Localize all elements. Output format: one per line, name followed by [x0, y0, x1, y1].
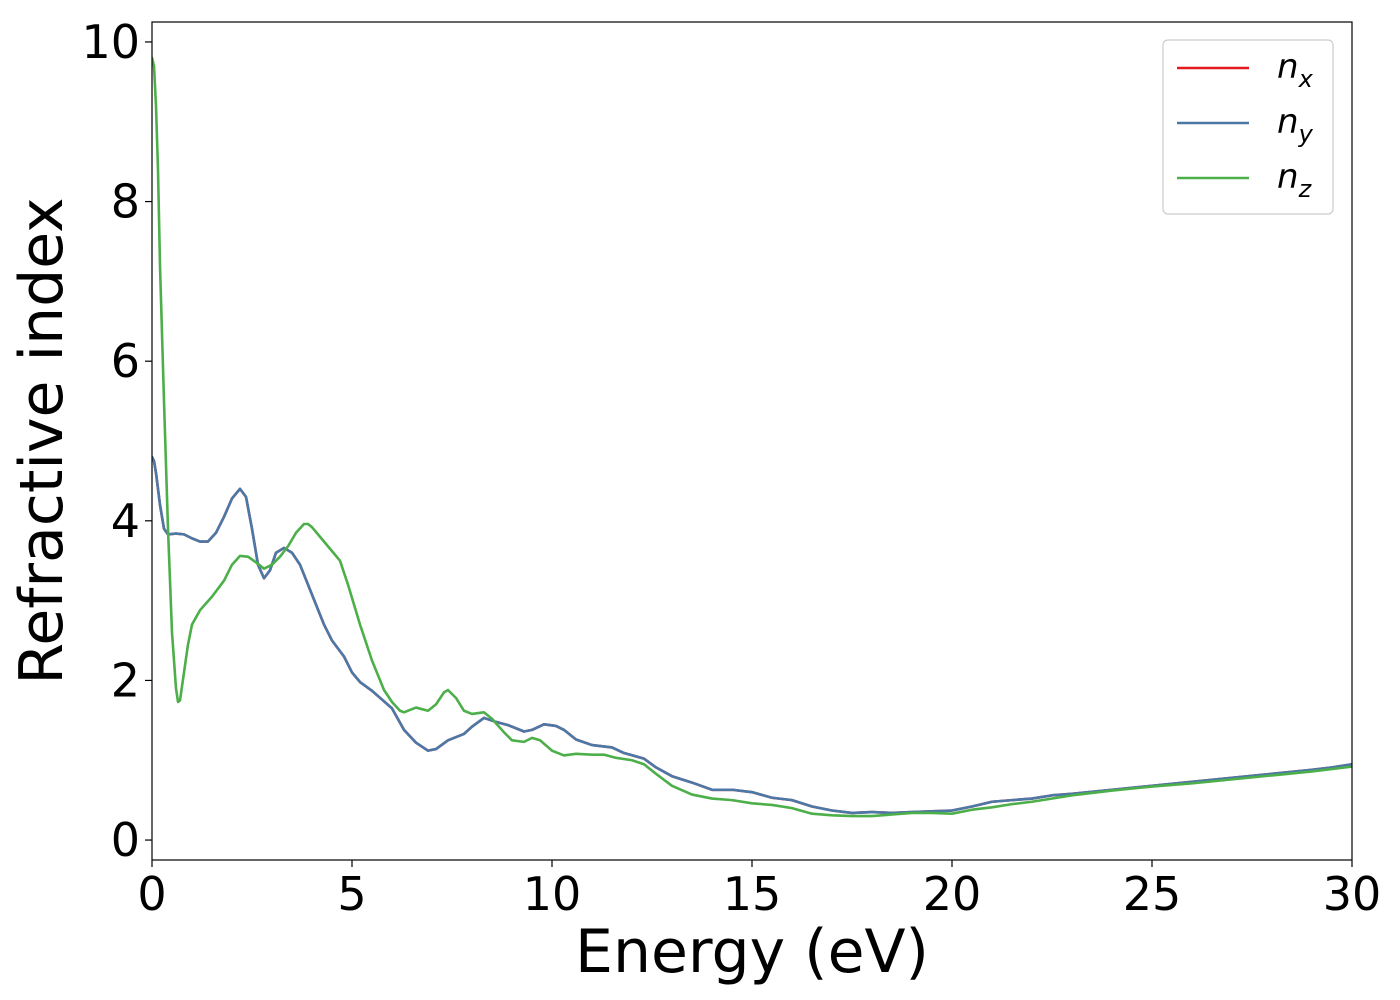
legend-item-n-x: nx: [1177, 47, 1314, 93]
series-layer: [152, 56, 1352, 818]
legend: nx ny nz: [1162, 39, 1334, 215]
x-tick-label: 15: [723, 867, 782, 921]
y-tick-label: 6: [111, 334, 140, 388]
series-line-n-y: [152, 455, 1352, 815]
y-axis-ticks: 0 2 4 6 8 10: [81, 15, 152, 867]
y-tick-label: 10: [81, 15, 140, 69]
y-tick-label: 0: [111, 813, 140, 867]
x-tick-label: 5: [337, 867, 366, 921]
series-line-n-z: [152, 56, 1352, 818]
y-tick-label: 8: [111, 175, 140, 229]
legend-box: [1162, 39, 1334, 215]
x-axis-ticks: 0 5 10 15 20 25 30: [137, 860, 1381, 921]
y-tick-label: 2: [111, 653, 140, 707]
x-tick-label: 0: [137, 867, 166, 921]
y-axis-title: Refractive index: [7, 197, 77, 684]
y-tick-label: 4: [111, 494, 140, 548]
x-tick-label: 30: [1323, 867, 1382, 921]
x-tick-label: 10: [523, 867, 582, 921]
legend-item-n-y: ny: [1177, 102, 1314, 148]
x-tick-label: 25: [1123, 867, 1182, 921]
series-line-n-x: [152, 455, 1352, 815]
legend-label: nz: [1277, 157, 1313, 203]
legend-label: nx: [1277, 47, 1314, 93]
x-axis-title: Energy (eV): [575, 917, 929, 987]
legend-item-n-z: nz: [1177, 157, 1313, 203]
x-tick-label: 20: [923, 867, 982, 921]
legend-label: ny: [1277, 102, 1314, 148]
